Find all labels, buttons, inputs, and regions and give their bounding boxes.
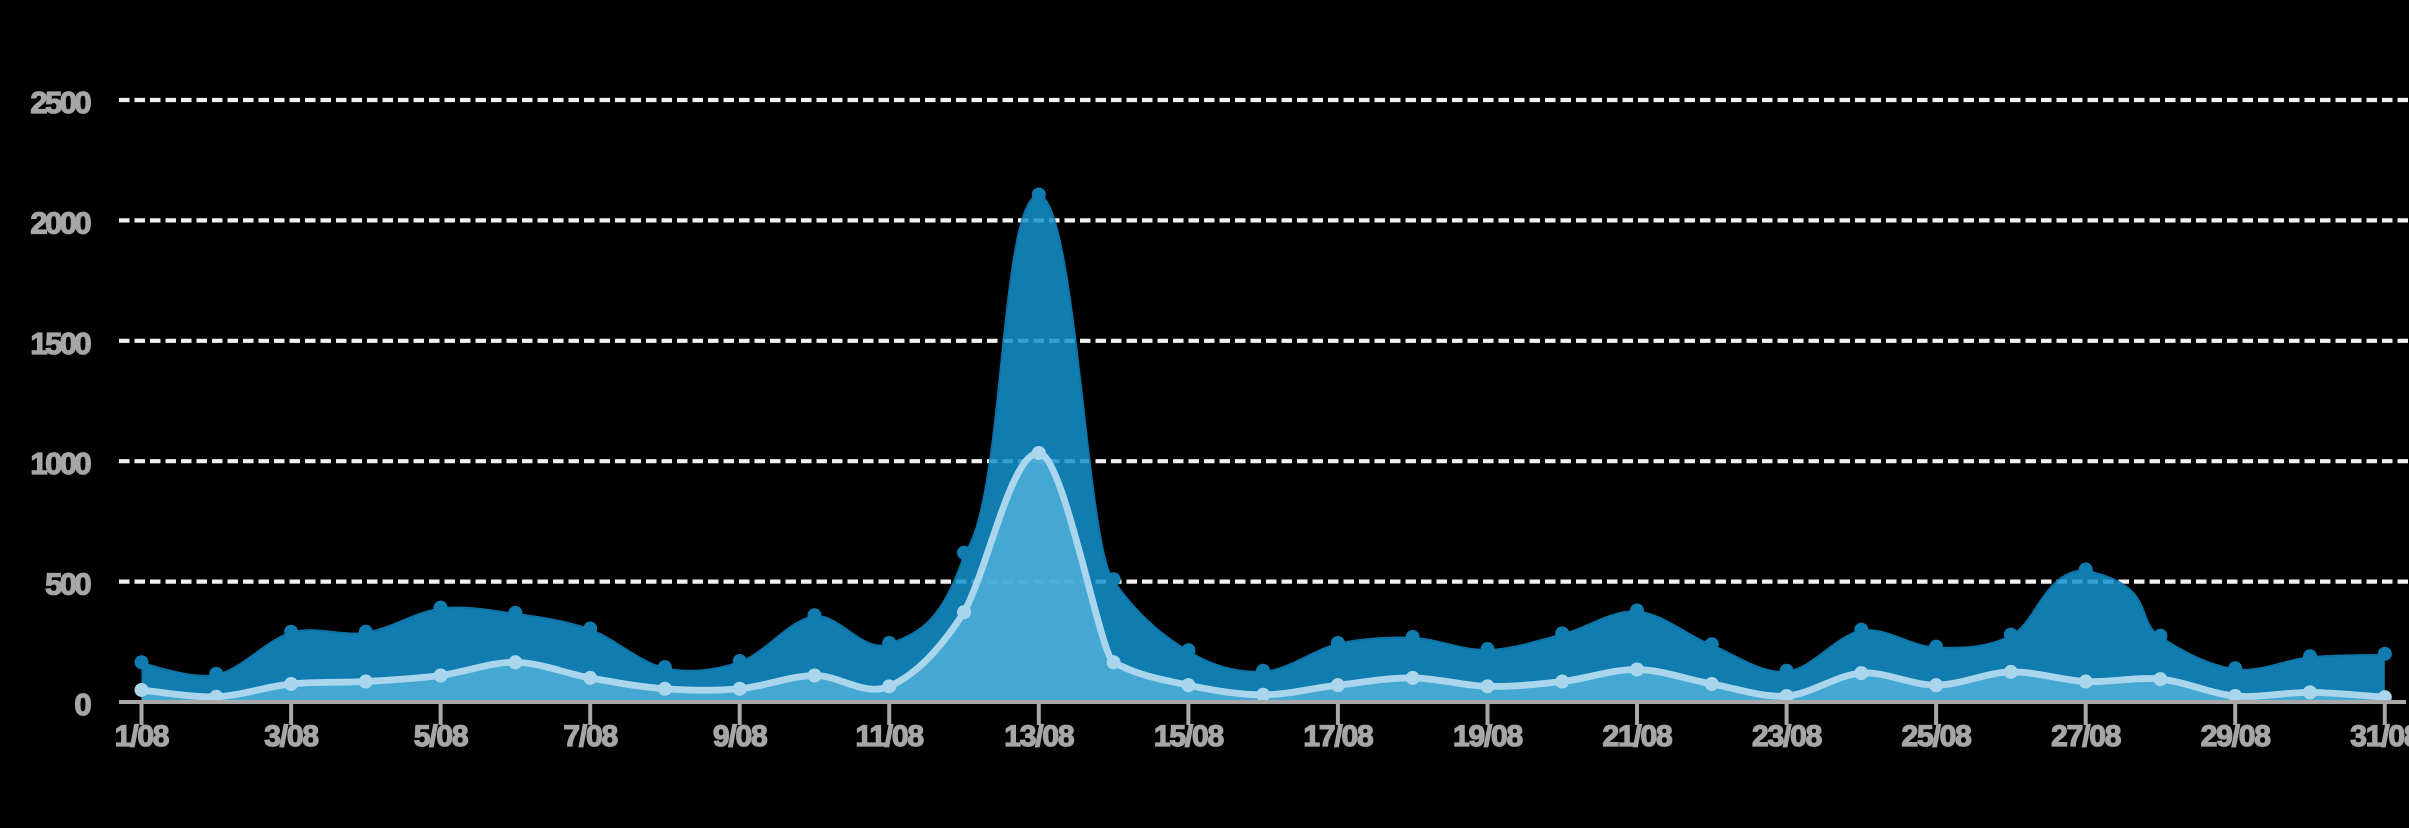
svg-text:1000: 1000 — [30, 446, 90, 481]
svg-text:23/08: 23/08 — [1752, 720, 1822, 753]
svg-text:17/08: 17/08 — [1303, 720, 1373, 753]
svg-text:1/08: 1/08 — [115, 720, 169, 753]
svg-text:3/08: 3/08 — [264, 720, 318, 753]
svg-text:7/08: 7/08 — [563, 720, 617, 753]
svg-text:19/08: 19/08 — [1453, 720, 1523, 753]
svg-text:31/08: 31/08 — [2350, 720, 2409, 753]
svg-text:11/08: 11/08 — [855, 720, 923, 753]
svg-text:1500: 1500 — [30, 326, 90, 361]
svg-text:29/08: 29/08 — [2201, 720, 2271, 753]
svg-text:5/08: 5/08 — [414, 720, 468, 753]
svg-text:27/08: 27/08 — [2051, 720, 2121, 753]
svg-text:0: 0 — [74, 687, 90, 722]
svg-text:2500: 2500 — [30, 85, 90, 120]
svg-text:500: 500 — [45, 567, 90, 602]
svg-text:15/08: 15/08 — [1154, 720, 1224, 753]
svg-text:9/08: 9/08 — [713, 720, 767, 753]
svg-text:2000: 2000 — [30, 205, 90, 240]
svg-text:21/08: 21/08 — [1602, 720, 1672, 753]
svg-text:13/08: 13/08 — [1004, 720, 1074, 753]
svg-text:25/08: 25/08 — [1902, 720, 1972, 753]
